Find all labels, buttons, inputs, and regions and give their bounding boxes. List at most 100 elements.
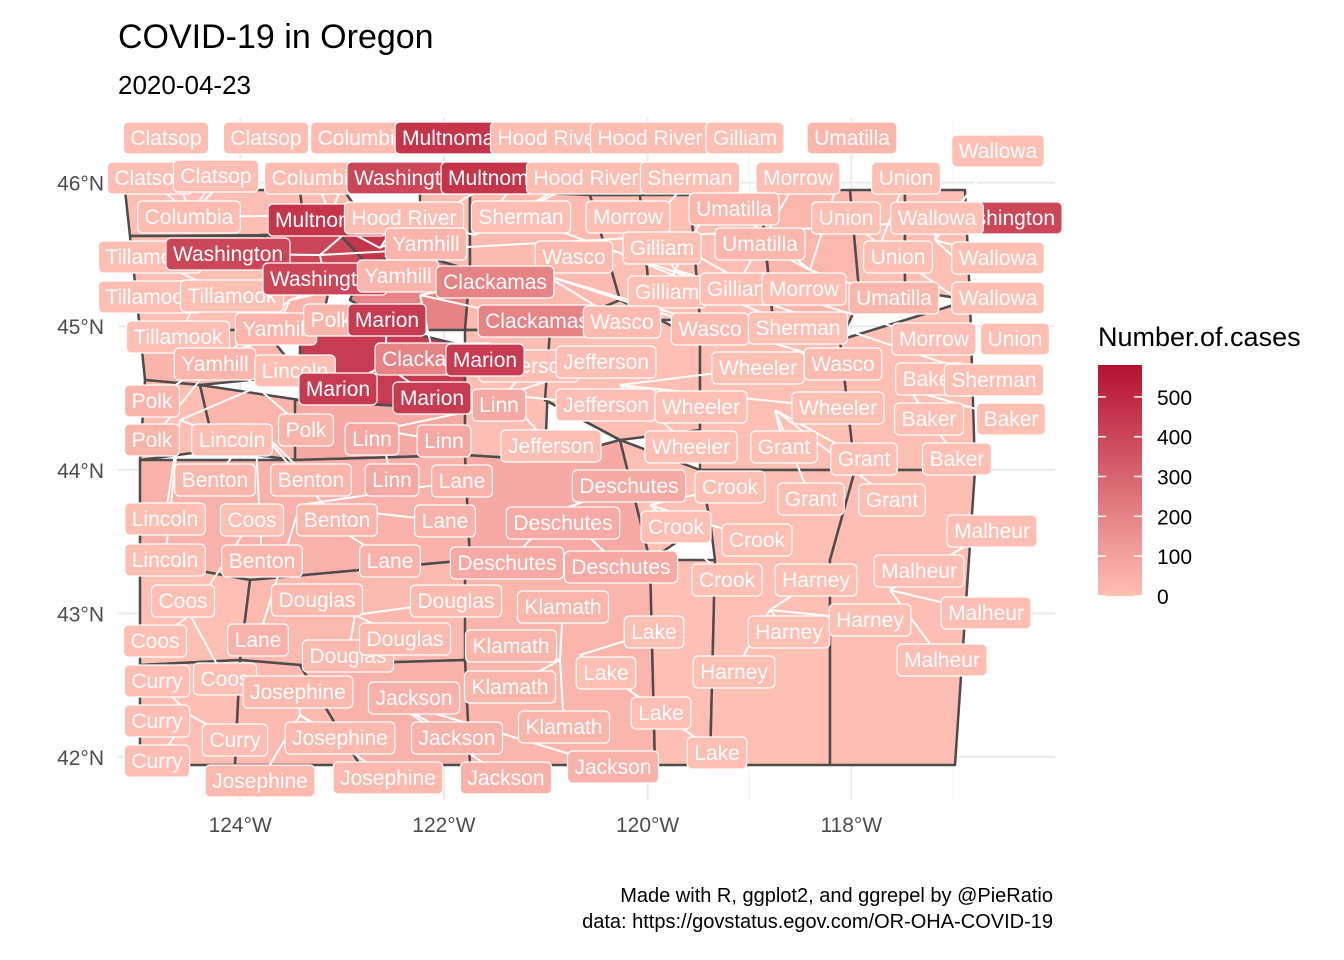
label-text: Jefferson bbox=[563, 351, 649, 374]
label-harney: Harney bbox=[747, 615, 831, 649]
label-crook: Crook bbox=[694, 470, 766, 504]
label-text: Linn bbox=[372, 469, 412, 492]
label-harney: Harney bbox=[692, 655, 776, 689]
label-box bbox=[979, 322, 1051, 356]
label-malheur: Malheur bbox=[873, 554, 965, 588]
legend-tick-label: 400 bbox=[1157, 427, 1192, 450]
legend-tick-label: 100 bbox=[1157, 546, 1192, 569]
label-text: Yamhill bbox=[242, 318, 309, 341]
label-text: Grant bbox=[758, 436, 811, 459]
label-box bbox=[165, 237, 291, 271]
label-umatilla: Umatilla bbox=[848, 281, 940, 315]
label-box bbox=[563, 550, 679, 584]
label-linn: Linn bbox=[344, 422, 400, 456]
label-text: Yamhill bbox=[364, 265, 431, 288]
label-deschutes: Deschutes bbox=[449, 546, 565, 580]
label-text: Umatilla bbox=[696, 198, 772, 221]
label-text: Polk bbox=[132, 429, 173, 452]
label-box bbox=[122, 624, 188, 658]
label-box bbox=[123, 423, 181, 457]
label-text: Curry bbox=[209, 729, 261, 752]
label-box bbox=[367, 681, 461, 715]
label-box bbox=[416, 424, 472, 458]
label-sherman: Sherman bbox=[747, 311, 849, 345]
label-text: Jackson bbox=[574, 756, 651, 779]
label-text: Malheur bbox=[948, 602, 1024, 625]
label-crook: Crook bbox=[721, 523, 793, 557]
label-text: Morrow bbox=[899, 328, 970, 351]
label-box bbox=[848, 281, 940, 315]
label-wallowa: Wallowa bbox=[951, 241, 1045, 275]
label-text: Benton bbox=[182, 469, 249, 492]
label-text: Jackson bbox=[418, 727, 495, 750]
x-tick-label: 124°W bbox=[209, 814, 272, 837]
label-wallowa: Wallowa bbox=[951, 134, 1045, 168]
label-text: Klamath bbox=[525, 716, 602, 739]
label-text: Lake bbox=[694, 742, 740, 765]
label-tillamook: Tillamook bbox=[179, 279, 285, 313]
label-box bbox=[464, 629, 558, 663]
label-text: Washington bbox=[270, 268, 380, 291]
label-columbia: Columbia bbox=[137, 200, 241, 234]
label-wheeler: Wheeler bbox=[791, 391, 885, 425]
label-multnomah: Multnomah bbox=[394, 121, 514, 155]
label-box bbox=[761, 272, 847, 306]
label-box bbox=[714, 227, 806, 261]
label-douglas: Douglas bbox=[409, 584, 503, 618]
label-tillamook: Tillamook bbox=[97, 280, 203, 314]
label-text: Linn bbox=[352, 428, 392, 451]
label-text: Wallowa bbox=[959, 287, 1038, 310]
label-clatsop: Clatsop bbox=[106, 161, 194, 195]
label-text: Gilliam bbox=[630, 237, 694, 260]
label-box bbox=[777, 482, 845, 516]
label-text: Wasco bbox=[811, 353, 874, 376]
label-lincoln: Lincoln bbox=[124, 543, 206, 577]
label-text: Josephine bbox=[212, 770, 308, 793]
label-lake: Lake bbox=[630, 696, 692, 730]
label-box bbox=[358, 622, 452, 656]
label-box bbox=[344, 422, 400, 456]
label-tillamook: Tillamook bbox=[125, 320, 231, 354]
label-lane: Lane bbox=[414, 504, 476, 538]
label-box bbox=[890, 201, 984, 235]
label-box bbox=[516, 590, 610, 624]
label-umatilla: Umatilla bbox=[714, 227, 806, 261]
label-crook: Crook bbox=[691, 563, 763, 597]
label-text: Wheeler bbox=[662, 396, 740, 419]
label-text: Linn bbox=[424, 430, 464, 453]
label-josephine: Josephine bbox=[332, 761, 444, 795]
label-box bbox=[449, 546, 565, 580]
label-box bbox=[654, 390, 748, 424]
label-box bbox=[277, 413, 335, 447]
label-wasco: Wasco bbox=[670, 312, 750, 346]
axis-ticks: 124°W 122°W 120°W 118°W 46°N 45°N 44°N 43°N 42°N bbox=[57, 173, 882, 837]
label-box bbox=[392, 381, 472, 415]
label-text: Lake bbox=[638, 702, 684, 725]
label-box bbox=[946, 514, 1038, 548]
label-text: Grant bbox=[838, 448, 891, 471]
label-box bbox=[951, 241, 1045, 275]
label-box bbox=[640, 510, 712, 544]
label-jefferson: Jefferson bbox=[500, 429, 602, 463]
label-lake: Lake bbox=[686, 736, 748, 770]
label-box bbox=[828, 603, 912, 637]
label-box bbox=[172, 159, 260, 193]
label-box bbox=[639, 161, 741, 195]
label-box bbox=[803, 347, 883, 381]
label-text: Gilliam bbox=[635, 281, 699, 304]
label-box bbox=[623, 615, 685, 649]
label-clatsop: Clatsop bbox=[172, 159, 260, 193]
label-text: Baker bbox=[903, 368, 958, 391]
label-box bbox=[445, 343, 525, 377]
label-text: Wasco bbox=[590, 311, 653, 334]
label-box bbox=[943, 363, 1045, 397]
label-text: Marion bbox=[453, 349, 517, 372]
label-box bbox=[471, 388, 527, 422]
label-text: Baker bbox=[902, 408, 957, 431]
legend-title: Number.of.cases bbox=[1098, 322, 1301, 352]
label-linn: Linn bbox=[471, 388, 527, 422]
label-text: Lincoln bbox=[132, 549, 199, 572]
plot-title: COVID-19 in Oregon bbox=[118, 18, 434, 56]
label-box bbox=[359, 544, 421, 578]
label-lake: Lake bbox=[623, 615, 685, 649]
